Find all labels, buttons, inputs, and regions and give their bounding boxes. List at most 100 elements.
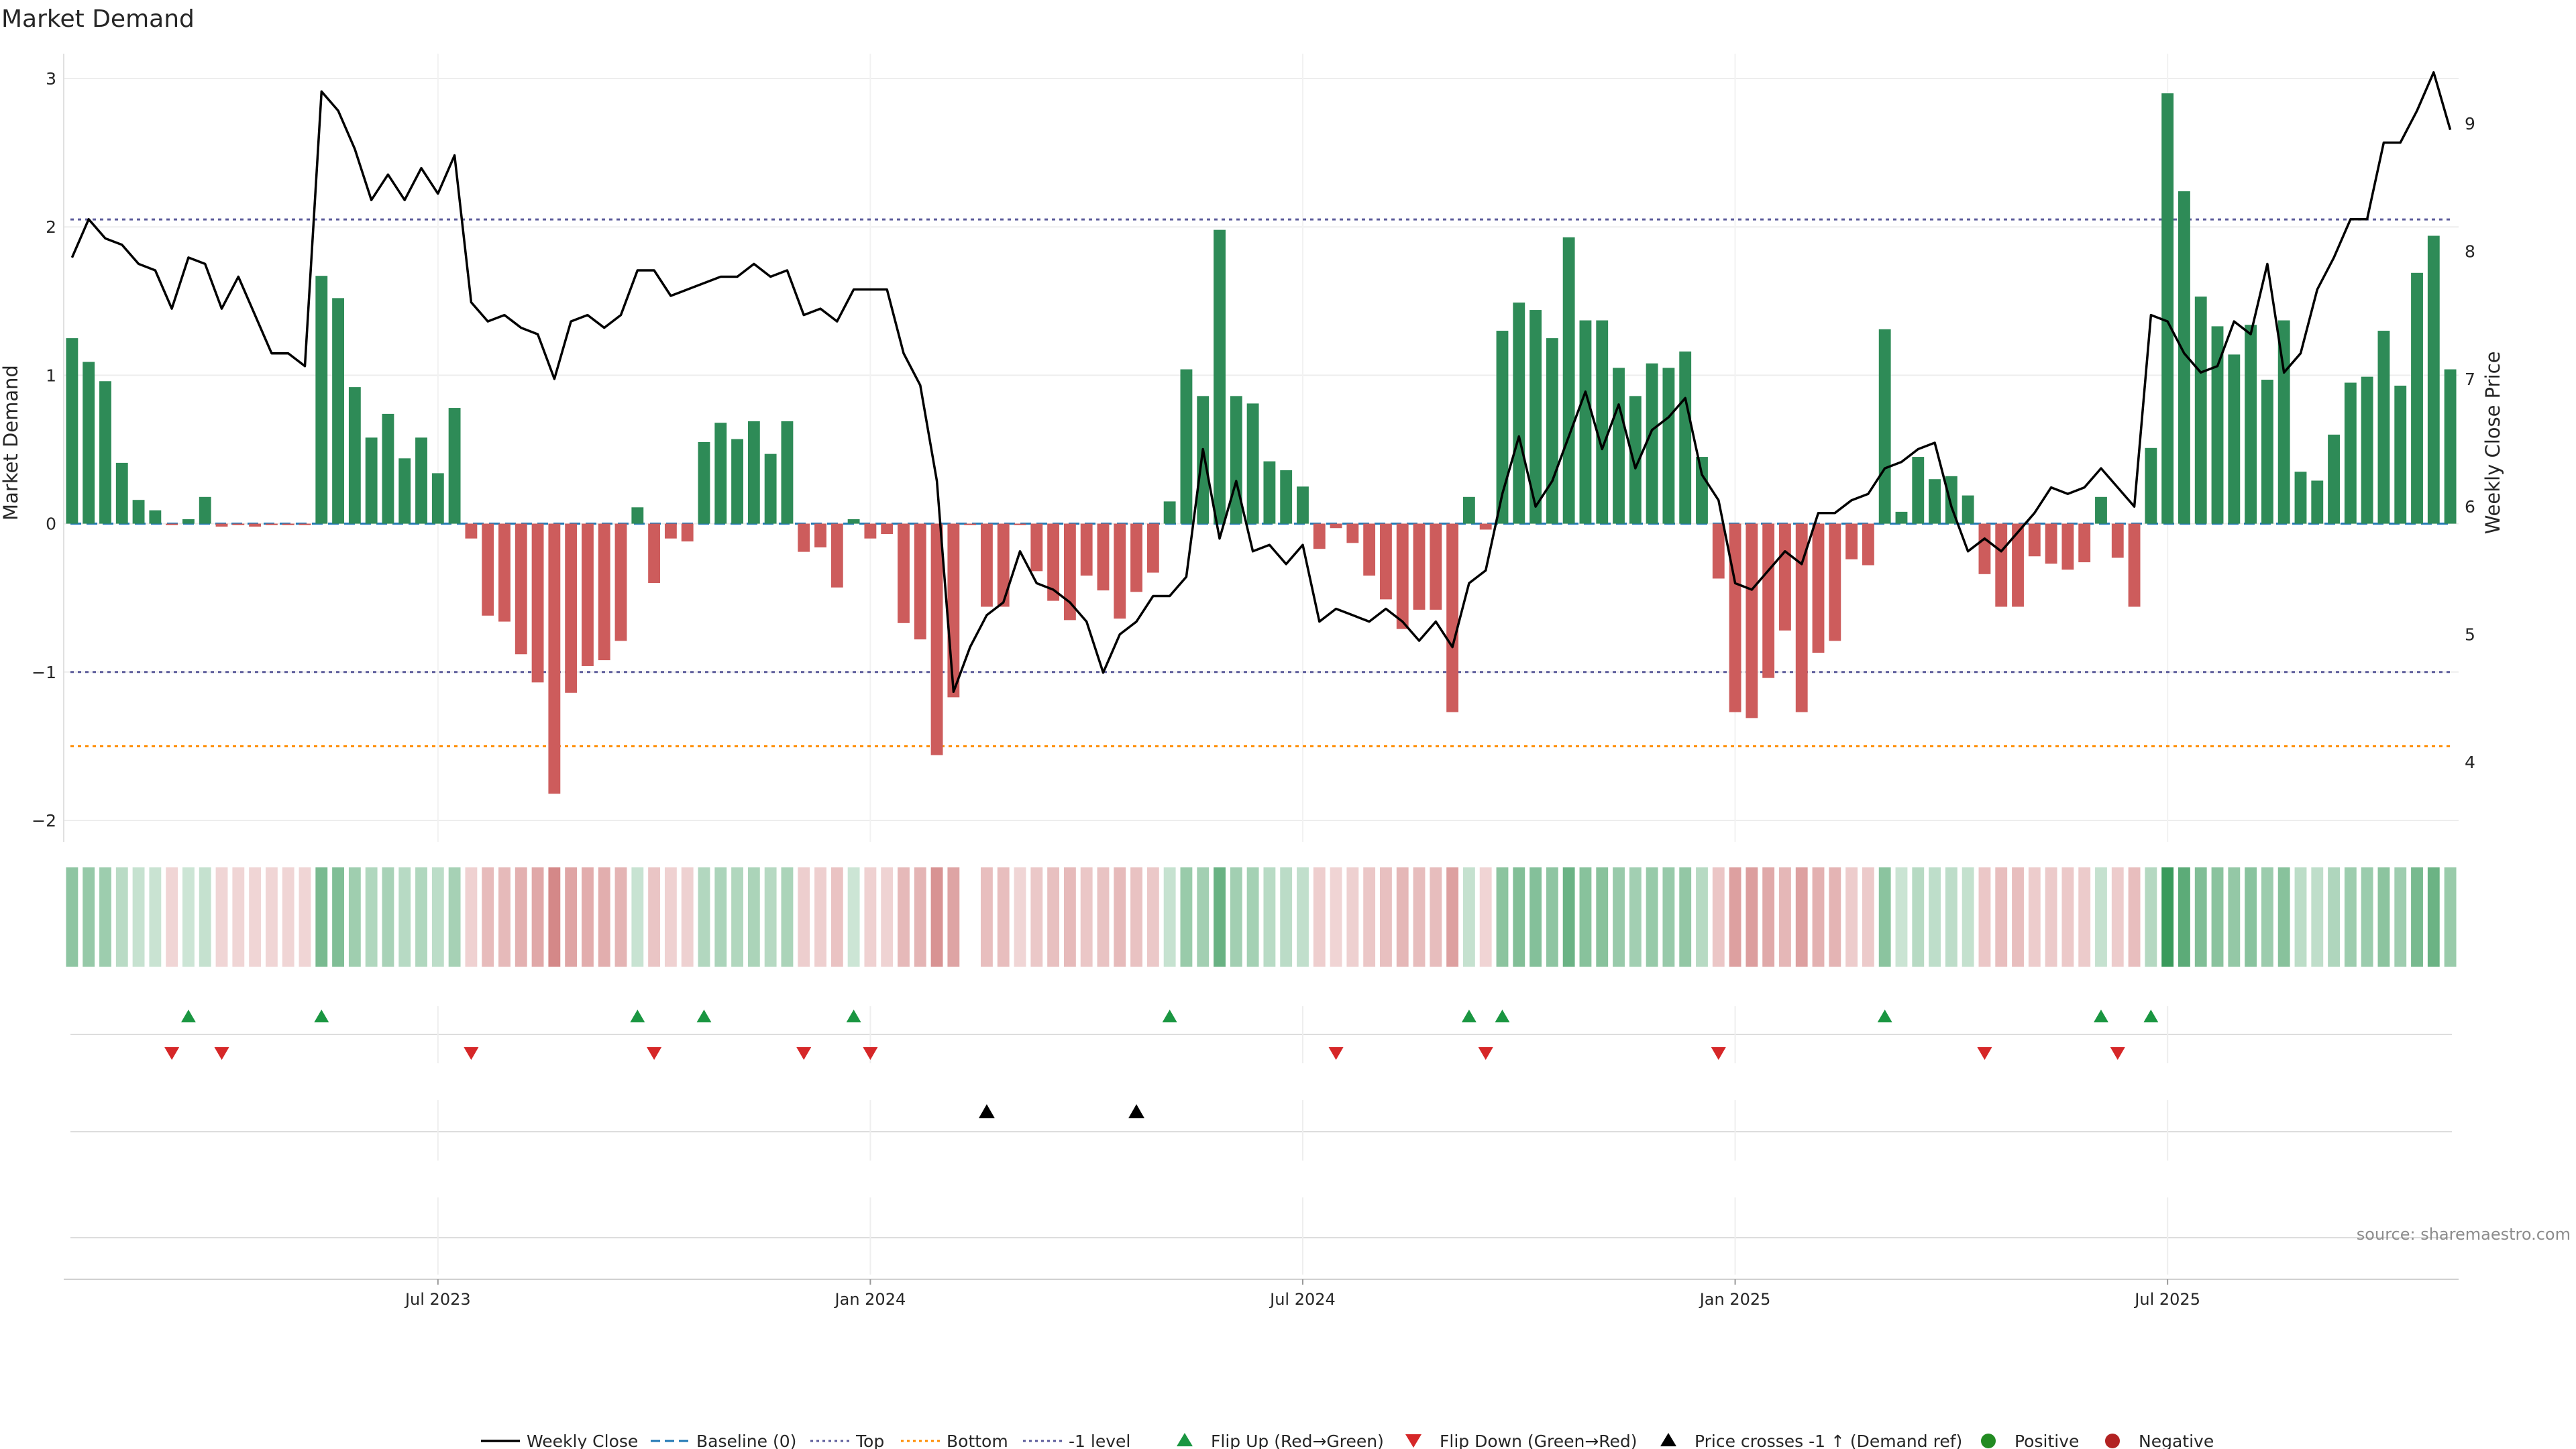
strength-cell (814, 867, 826, 967)
demand-bar (1546, 338, 1558, 524)
strength-cell (1014, 867, 1026, 967)
demand-bar (664, 523, 677, 539)
strength-cell (2145, 867, 2157, 967)
demand-bar (1197, 396, 1210, 524)
x-tick-label: Jul 2025 (2133, 1290, 2200, 1309)
demand-bar (1845, 523, 1858, 559)
strength-cell (2061, 867, 2074, 967)
reference-lines (70, 218, 2452, 747)
strength-cell (1163, 867, 1176, 967)
demand-bar (1978, 523, 1991, 574)
demand-bar (182, 519, 195, 524)
demand-bar (1513, 303, 1525, 524)
strength-cell (83, 867, 95, 967)
demand-bar (1346, 523, 1359, 543)
demand-bar (2161, 93, 2174, 524)
demand-bar (631, 507, 644, 524)
strength-cell (398, 867, 411, 967)
demand-bar (1762, 523, 1775, 678)
strength-cell (1197, 867, 1210, 967)
strength-cell (1080, 867, 1093, 967)
flip-down-marker (1977, 1047, 1992, 1060)
strength-cell (2161, 867, 2174, 967)
strength-cell (914, 867, 926, 967)
strength-cell (1962, 867, 1974, 967)
demand-bar (681, 523, 694, 542)
demand-bar (1446, 523, 1459, 712)
demand-bar (482, 523, 494, 616)
demand-bar (531, 523, 544, 683)
demand-bar (1246, 403, 1259, 524)
demand-bar (2128, 523, 2141, 607)
strength-cell (166, 867, 178, 967)
x-tick-label: Jul 2023 (404, 1290, 471, 1309)
demand-bar (1330, 523, 1342, 529)
strength-cell (2444, 867, 2457, 967)
strength-cell (299, 867, 311, 967)
strength-cell (864, 867, 877, 967)
strength-cell (132, 867, 145, 967)
demand-bar (1878, 329, 1891, 524)
strength-cell (1646, 867, 1658, 967)
demand-bar (747, 421, 760, 524)
demand-bar (348, 387, 361, 524)
strength-cell (332, 867, 344, 967)
strength-cell (830, 867, 843, 967)
demand-bar (2028, 523, 2041, 557)
strength-cell (698, 867, 710, 967)
strength-cell (731, 867, 743, 967)
weekly-close-line (70, 71, 2452, 694)
strength-cell (2095, 867, 2107, 967)
strength-cell (1829, 867, 1841, 967)
strength-cell (2128, 867, 2141, 967)
demand-bar (2444, 369, 2457, 524)
demand-bar (764, 453, 777, 524)
strength-cell (1030, 867, 1043, 967)
demand-bar (1130, 523, 1142, 592)
strength-cell (1779, 867, 1791, 967)
demand-bar (1214, 229, 1226, 524)
x-tick-label: Jan 2024 (834, 1290, 906, 1309)
strength-cell (1063, 867, 1076, 967)
demand-bar (382, 413, 394, 524)
demand-bar (2361, 376, 2373, 524)
demand-bar (1047, 523, 1060, 601)
demand-bar (2012, 523, 2024, 607)
strength-cell (66, 867, 78, 967)
demand-bar (2277, 320, 2290, 524)
y-tick-label: 2 (46, 217, 56, 237)
strength-cell (515, 867, 527, 967)
strength-cell (2377, 867, 2390, 967)
y2-axis: 9 8 7 6 5 4 (2465, 114, 2475, 772)
legend-label: Bottom (947, 1432, 1008, 1449)
strength-cell (365, 867, 378, 967)
demand-bar (1080, 523, 1093, 576)
strength-cell (2427, 867, 2440, 967)
flip-down-marker (863, 1047, 878, 1060)
strength-cell (232, 867, 245, 967)
y2-tick-label: 7 (2465, 370, 2475, 389)
demand-bar (1297, 486, 1309, 524)
demand-bar (648, 523, 661, 584)
demand-bar (997, 523, 1010, 607)
y-tick-label: 1 (46, 366, 56, 385)
strength-cell (881, 867, 894, 967)
strength-cell (1795, 867, 1808, 967)
y2-tick-label: 6 (2465, 497, 2475, 517)
strength-cell (614, 867, 627, 967)
demand-bar (2211, 326, 2224, 524)
y-tick-label: 3 (46, 69, 56, 89)
strength-cell (2394, 867, 2407, 967)
demand-bar (582, 523, 594, 666)
strength-cell (2228, 867, 2241, 967)
flip-up-marker (2093, 1010, 2108, 1022)
demand-bar (166, 523, 178, 525)
strength-cell (1313, 867, 1326, 967)
demand-bar (1995, 523, 2008, 607)
demand-bar (2344, 382, 2357, 524)
strength-cell (2178, 867, 2190, 967)
strength-cell (1762, 867, 1775, 967)
strength-cell (565, 867, 578, 967)
strength-cell (465, 867, 478, 967)
strength-cell (2344, 867, 2357, 967)
